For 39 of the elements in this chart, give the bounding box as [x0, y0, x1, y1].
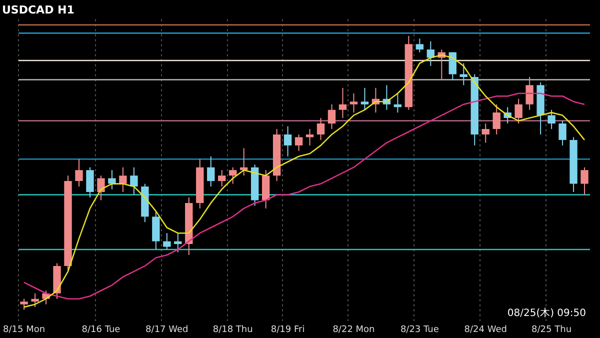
candlestick — [526, 76, 534, 110]
candlestick — [86, 166, 94, 198]
x-tick-label: 8/19 Fri — [270, 324, 305, 335]
x-tick-label: 8/18 Thu — [212, 324, 253, 335]
chart-title: USDCAD H1 — [2, 3, 74, 16]
candlestick — [207, 156, 215, 188]
x-tick-label: 8/15 Mon — [3, 324, 46, 335]
candlestick — [31, 292, 39, 308]
candlestick — [482, 123, 490, 144]
candlestick — [328, 104, 336, 130]
x-tick-label: 8/24 Wed — [464, 324, 507, 335]
candlestick — [20, 298, 28, 310]
candlestick — [426, 40, 434, 66]
x-tick-label: 8/16 Tue — [82, 324, 121, 335]
candlestick — [75, 158, 83, 188]
x-tick-label: 8/17 Wed — [146, 324, 188, 335]
candlestick — [218, 170, 226, 188]
x-tick-label: 8/23 Tue — [400, 324, 440, 335]
candlestick — [460, 62, 468, 86]
x-tick-label: 8/22 Mon — [332, 324, 375, 335]
candlestick — [416, 38, 424, 53]
candlestick — [548, 109, 556, 130]
candlestick — [350, 92, 358, 114]
candlestick — [338, 87, 347, 119]
candlestick — [360, 87, 369, 110]
candlestick — [130, 166, 138, 196]
candlestick — [228, 166, 237, 184]
candlestick — [119, 166, 127, 193]
candlestick — [284, 126, 292, 157]
candlestick — [316, 118, 325, 140]
candlestick — [558, 120, 566, 146]
candlestick — [108, 170, 116, 190]
candlestick — [492, 104, 500, 135]
candlestick — [580, 166, 588, 196]
annotation: 08/25(木) 09:50 — [507, 306, 586, 319]
candlestick — [294, 134, 303, 152]
x-tick-label: 8/25 Thu — [532, 324, 572, 335]
candlestick — [163, 232, 171, 250]
candlestick — [514, 98, 522, 124]
